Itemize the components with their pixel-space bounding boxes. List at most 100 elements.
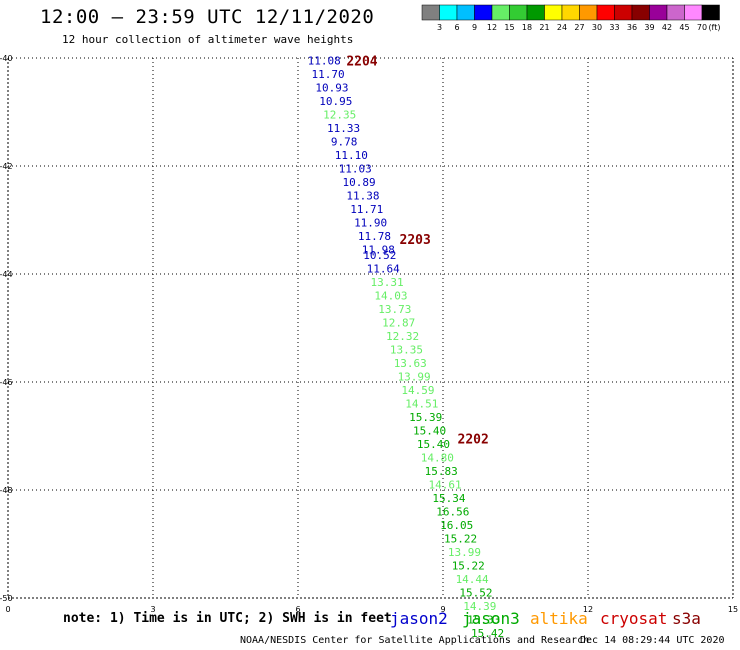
data-point-label: 11.71 <box>350 203 383 216</box>
time-label: 2202 <box>458 433 489 448</box>
scale-swatch <box>596 4 615 21</box>
data-point-label: 15.39 <box>409 411 442 424</box>
data-point-label: 13.73 <box>378 303 411 316</box>
data-point-label: 15.52 <box>459 587 492 600</box>
data-point-label: 16.56 <box>436 506 469 519</box>
data-point-label: 15.83 <box>425 465 458 478</box>
scale-label: 27 <box>574 23 584 32</box>
footer-timestamp: Dec 14 08:29:44 UTC 2020 <box>580 635 725 646</box>
scale-swatch <box>421 4 440 21</box>
legend-cryosat: cryosat <box>600 609 667 628</box>
y-tick-label: -48 <box>0 486 13 495</box>
data-point-label: 11.08 <box>308 55 341 68</box>
scale-label: 42 <box>662 23 672 32</box>
x-tick-label: 6 <box>295 605 300 614</box>
plot-frame <box>7 57 734 599</box>
scale-label: 21 <box>539 23 549 32</box>
legend-s3a: s3a <box>672 609 701 628</box>
data-point-label: 15.42 <box>471 627 504 640</box>
data-point-label: 11.90 <box>354 217 387 230</box>
x-tick-label: 0 <box>5 605 10 614</box>
scale-label: 39 <box>644 23 654 32</box>
y-tick-label: -42 <box>0 162 13 171</box>
chart-title: 12:00 — 23:59 UTC 12/11/2020 <box>40 6 375 28</box>
data-point-label: 11.03 <box>339 163 372 176</box>
scale-label: 45 <box>679 23 689 32</box>
scale-swatch <box>526 4 545 21</box>
time-label: 2203 <box>400 233 431 248</box>
scale-swatch <box>456 4 475 21</box>
scale-swatch <box>439 4 458 21</box>
data-point-label: 15.33 <box>467 614 500 627</box>
legend-jason3: jason3 <box>462 609 520 628</box>
time-label: 2204 <box>346 55 377 70</box>
scale-swatch <box>544 4 563 21</box>
data-point-label: 10.93 <box>315 82 348 95</box>
data-point-label: 13.99 <box>398 371 431 384</box>
scale-label: 70 <box>697 23 707 32</box>
data-point-label: 13.31 <box>371 276 404 289</box>
scale-swatch <box>579 4 598 21</box>
data-point-label: 14.51 <box>405 398 438 411</box>
data-point-label: 14.44 <box>456 573 489 586</box>
data-point-label: 14.61 <box>429 479 462 492</box>
data-point-label: 14.59 <box>401 384 434 397</box>
data-point-label: 15.40 <box>417 438 450 451</box>
data-point-label: 16.05 <box>440 519 473 532</box>
scale-swatch <box>474 4 493 21</box>
scale-label: 33 <box>609 23 619 32</box>
scale-label: 6 <box>454 23 459 32</box>
data-point-label: 11.70 <box>312 68 345 81</box>
scale-swatch <box>491 4 510 21</box>
data-point-label: 12.35 <box>323 109 356 122</box>
data-point-label: 15.34 <box>432 492 465 505</box>
legend-jason2: jason2 <box>390 609 448 628</box>
y-tick-label: -40 <box>0 54 13 63</box>
scale-swatch <box>631 4 650 21</box>
data-point-label: 14.80 <box>421 452 454 465</box>
scale-unit: (ft) <box>708 23 720 32</box>
scale-label: 24 <box>557 23 567 32</box>
scale-label: 30 <box>592 23 602 32</box>
y-tick-label: -44 <box>0 270 13 279</box>
legend-note: note: 1) Time is in UTC; 2) SWH is in fe… <box>63 611 392 626</box>
data-point-label: 10.52 <box>363 249 396 262</box>
data-point-label: 13.99 <box>448 546 481 559</box>
data-point-label: 15.22 <box>444 533 477 546</box>
chart-subtitle: 12 hour collection of altimeter wave hei… <box>62 33 354 46</box>
data-point-label: 10.95 <box>319 95 352 108</box>
legend-altika: altika <box>530 609 588 628</box>
scale-label: 36 <box>627 23 637 32</box>
x-tick-label: 12 <box>583 605 593 614</box>
scale-label: 15 <box>504 23 514 32</box>
data-point-label: 15.40 <box>413 425 446 438</box>
x-tick-label: 9 <box>440 605 445 614</box>
data-point-label: 11.98 <box>362 244 395 257</box>
data-point-label: 13.35 <box>390 344 423 357</box>
data-point-label: 14.03 <box>374 290 407 303</box>
scale-swatch <box>509 4 528 21</box>
data-point-label: 12.32 <box>386 330 419 343</box>
scale-label: 9 <box>472 23 477 32</box>
data-point-label: 11.78 <box>358 230 391 243</box>
scale-swatch <box>701 4 720 21</box>
x-tick-label: 15 <box>728 605 738 614</box>
data-point-label: 14.39 <box>463 600 496 613</box>
data-point-label: 10.89 <box>342 176 375 189</box>
footer-credit: NOAA/NESDIS Center for Satellite Applica… <box>240 635 590 646</box>
scale-swatch <box>614 4 633 21</box>
data-point-label: 12.87 <box>382 317 415 330</box>
y-tick-label: -46 <box>0 378 13 387</box>
scale-swatch <box>649 4 668 21</box>
data-point-label: 11.64 <box>367 263 400 276</box>
scale-swatch <box>684 4 703 21</box>
scale-label: 3 <box>437 23 442 32</box>
scale-swatch <box>666 4 685 21</box>
data-point-label: 9.78 <box>331 136 358 149</box>
data-point-label: 11.33 <box>327 122 360 135</box>
scale-label: 12 <box>487 23 497 32</box>
data-point-label: 11.10 <box>335 149 368 162</box>
scale-label: 18 <box>522 23 532 32</box>
data-point-label: 15.22 <box>452 560 485 573</box>
